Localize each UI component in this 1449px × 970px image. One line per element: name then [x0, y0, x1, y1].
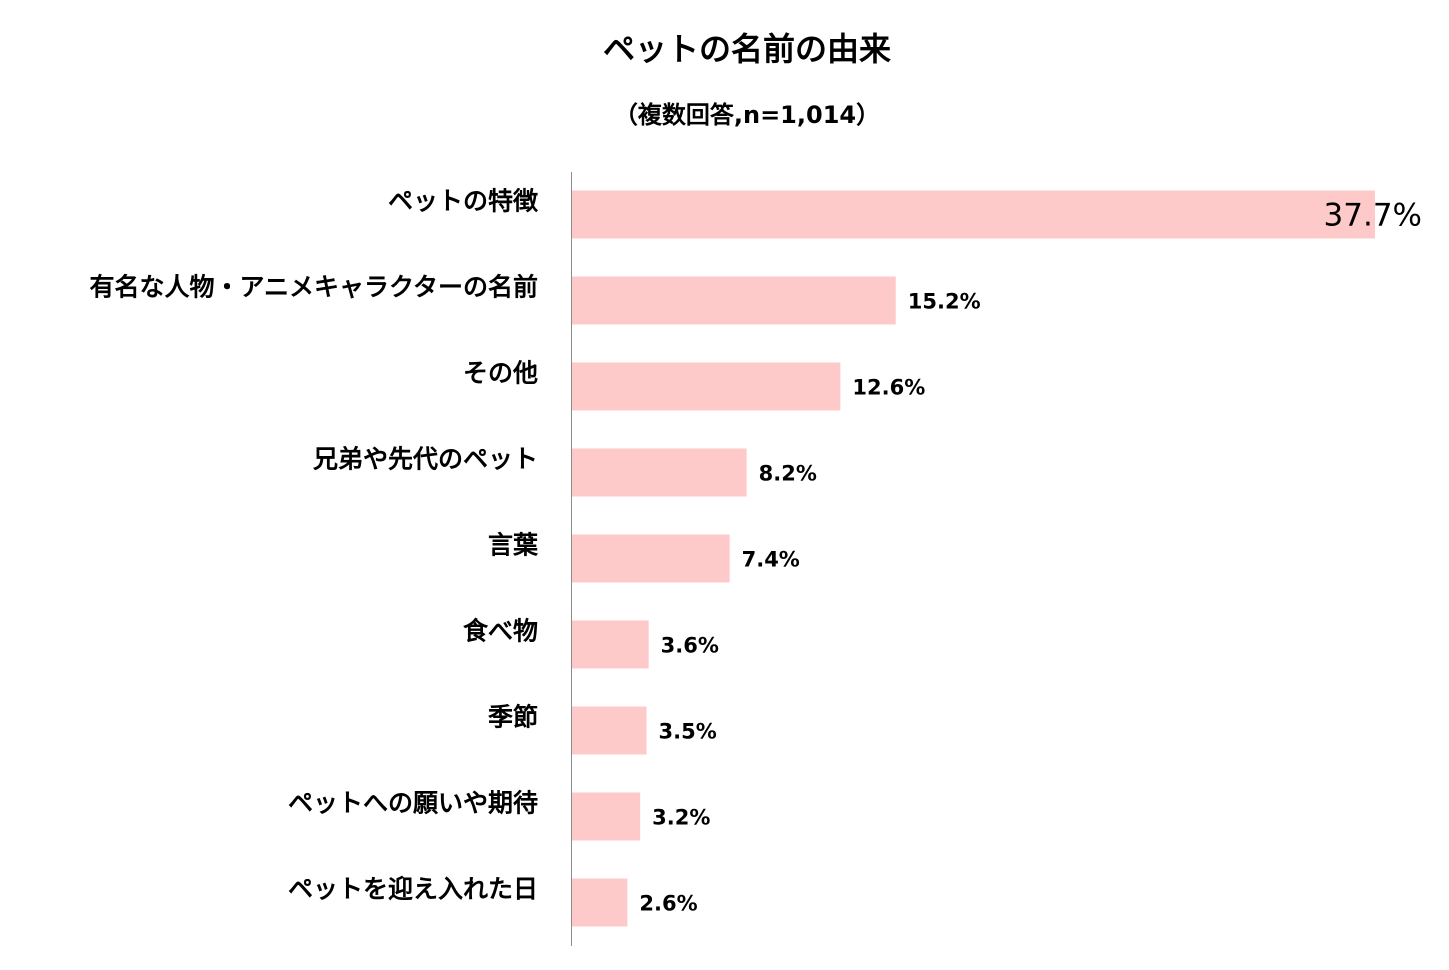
- category-label-6: 食べ物: [463, 617, 538, 646]
- bar-9: [572, 878, 628, 927]
- bar-4: [572, 448, 747, 497]
- bar-6: [572, 620, 649, 669]
- category-label-5: 言葉: [488, 531, 539, 560]
- value-labels-group: 37.7% 15.2% 12.6% 8.2% 7.4% 3.6% 3.5% 3.2% 2.6%: [639, 198, 1422, 916]
- value-label-5: 7.4%: [742, 548, 800, 572]
- bars-group: [572, 190, 1375, 927]
- bar-3: [572, 362, 841, 411]
- bar-5: [572, 534, 730, 583]
- category-label-4: 兄弟や先代のペット: [312, 445, 538, 474]
- category-label-7: 季節: [488, 703, 538, 732]
- value-label-7: 3.5%: [659, 720, 717, 744]
- category-label-1: ペットの特徴: [388, 187, 539, 216]
- value-label-3: 12.6%: [852, 376, 925, 400]
- bar-8: [572, 792, 641, 841]
- bar-2: [572, 276, 896, 325]
- chart-subtitle: （複数回答,n=1,014）: [614, 101, 880, 129]
- value-label-8: 3.2%: [652, 806, 710, 830]
- category-label-2: 有名な人物・アニメキャラクターの名前: [89, 273, 538, 302]
- value-label-4: 8.2%: [759, 462, 817, 486]
- value-label-1: 37.7%: [1324, 198, 1422, 234]
- category-label-3: その他: [463, 359, 538, 388]
- chart-title: ペットの名前の由来: [603, 30, 891, 68]
- bar-7: [572, 706, 647, 755]
- category-label-9: ペットを迎え入れた日: [288, 875, 538, 904]
- category-label-8: ペットへの願いや期待: [288, 789, 538, 818]
- value-label-6: 3.6%: [661, 634, 719, 658]
- value-label-2: 15.2%: [908, 290, 981, 314]
- category-labels-group: ペットの特徴有名な人物・アニメキャラクターの名前その他兄弟や先代のペット言葉食べ…: [89, 187, 539, 904]
- value-label-9: 2.6%: [639, 892, 697, 916]
- bar-1: [572, 190, 1375, 239]
